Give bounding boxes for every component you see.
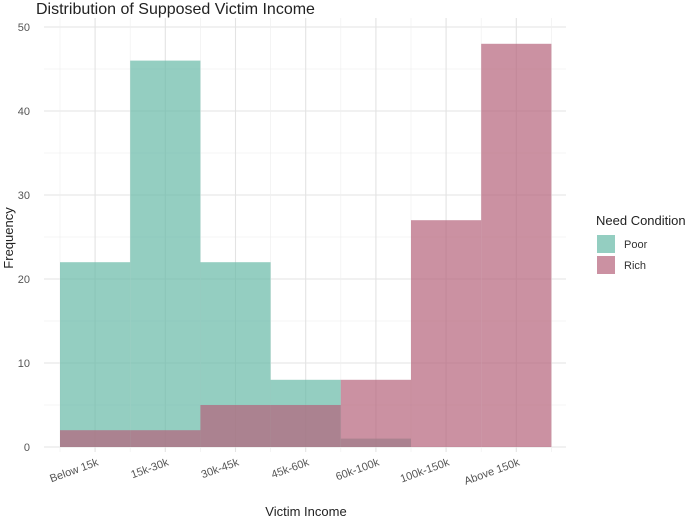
y-tick-label: 30 bbox=[18, 190, 30, 202]
x-axis-title: Victim Income bbox=[265, 504, 346, 519]
bar-poor-15k-30k bbox=[130, 60, 201, 447]
y-axis-title: Frequency bbox=[1, 207, 16, 269]
bar-rich-45k-60k bbox=[270, 405, 341, 447]
chart-title: Distribution of Supposed Victim Income bbox=[36, 1, 315, 18]
x-tick-label: 100k-150k bbox=[399, 456, 452, 485]
bar-rich-above-150k bbox=[481, 43, 552, 448]
legend-label-rich: Rich bbox=[624, 260, 646, 272]
y-tick-label: 40 bbox=[18, 106, 30, 118]
legend-key-rich bbox=[597, 256, 615, 274]
legend-label-poor: Poor bbox=[624, 239, 648, 251]
bar-rich-15k-30k bbox=[130, 430, 201, 447]
x-tick-label: 60k-100k bbox=[334, 456, 381, 483]
y-tick-label: 20 bbox=[18, 274, 30, 286]
x-tick-label: 15k-30k bbox=[129, 456, 170, 481]
bar-rich-100k-150k bbox=[411, 220, 482, 447]
legend-key-poor bbox=[597, 235, 615, 253]
x-tick-label: 30k-45k bbox=[200, 456, 241, 481]
bar-rich-below-15k bbox=[60, 430, 131, 447]
x-tick-label: 45k-60k bbox=[270, 456, 311, 481]
legend-title: Need Condition bbox=[596, 213, 686, 228]
x-axis-ticks: Below 15k 15k-30k 30k-45k 45k-60k 60k-100k 10… bbox=[48, 456, 521, 487]
x-tick-label: Above 150k bbox=[463, 456, 522, 487]
bar-poor-below-15k bbox=[60, 262, 131, 447]
y-tick-label: 0 bbox=[24, 442, 30, 454]
y-tick-label: 50 bbox=[18, 22, 30, 34]
y-tick-label: 10 bbox=[18, 358, 30, 370]
bar-rich-60k-100k bbox=[340, 379, 411, 447]
series-rich-bars bbox=[60, 43, 552, 448]
x-tick-label: Below 15k bbox=[48, 456, 100, 485]
bar-rich-30k-45k bbox=[200, 405, 271, 447]
y-axis-ticks: 0 10 20 30 40 50 bbox=[18, 22, 30, 454]
legend: Need Condition Poor Rich bbox=[596, 213, 686, 274]
